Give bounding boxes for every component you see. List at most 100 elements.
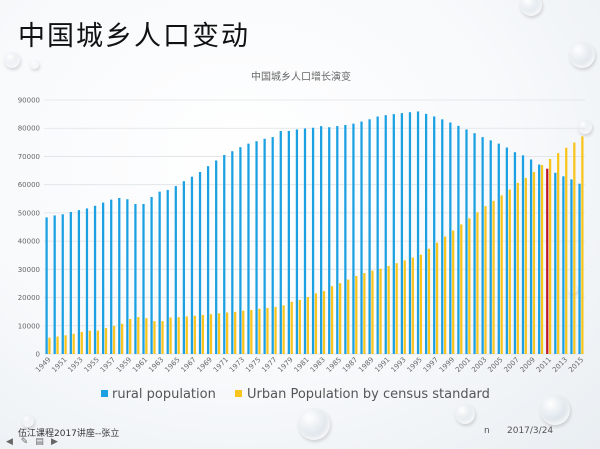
y-tick-label: 10000 [18, 322, 40, 330]
water-droplet [4, 52, 20, 68]
x-tick-label: 1995 [406, 356, 424, 374]
rural-bar [489, 140, 492, 354]
urban-bar [339, 283, 342, 354]
urban-bar [314, 293, 318, 354]
rural-bar [578, 183, 581, 354]
urban-bar [274, 306, 277, 354]
rural-bar [529, 159, 533, 354]
legend-rural-swatch [101, 390, 108, 397]
rural-bar [255, 141, 258, 354]
urban-bar [193, 315, 196, 354]
y-tick-label: 60000 [18, 181, 40, 189]
rural-bar [77, 210, 81, 354]
rural-bar [570, 179, 573, 354]
x-tick-label: 1957 [99, 356, 117, 374]
pen-tool-button[interactable]: ✎ [20, 437, 29, 447]
rural-bar [231, 151, 234, 354]
rural-bar [61, 214, 64, 354]
next-slide-button[interactable]: ▶ [51, 437, 58, 447]
urban-bar [298, 299, 301, 354]
x-tick-label: 1961 [131, 356, 149, 374]
x-tick-label: 1997 [422, 356, 440, 374]
rural-bar [101, 202, 105, 354]
x-tick-label: 1975 [244, 356, 262, 374]
urban-bar [161, 321, 164, 354]
urban-bar [443, 236, 447, 354]
rural-bar [263, 138, 266, 354]
rural-bar [271, 137, 274, 354]
x-tick-label: 1979 [276, 356, 294, 374]
urban-bar [395, 263, 398, 354]
urban-bar [225, 312, 229, 354]
rural-bar [279, 131, 282, 354]
legend-rural-label: rural population [112, 387, 216, 402]
rural-bar [538, 164, 541, 354]
urban-bar [435, 242, 439, 354]
urban-bar [492, 200, 495, 354]
x-tick-label: 1955 [83, 356, 101, 374]
previous-slide-button[interactable]: ◀ [6, 437, 13, 447]
urban-bar [72, 333, 75, 354]
x-tick-label: 1959 [115, 356, 133, 374]
urban-bar [516, 182, 519, 354]
rural-bar [344, 125, 347, 354]
urban-bar [96, 330, 100, 354]
rural-bar [433, 116, 436, 354]
x-tick-label: 1991 [373, 356, 391, 374]
rural-bar [166, 189, 169, 354]
urban-bar [104, 328, 108, 354]
urban-bar [153, 321, 156, 354]
urban-bar [242, 310, 245, 354]
rural-bar [328, 127, 331, 354]
x-tick-label: 1993 [389, 356, 407, 374]
urban-bar [80, 331, 83, 354]
x-tick-label: 1951 [50, 356, 68, 374]
rural-bar [392, 114, 395, 354]
rural-bar [45, 217, 48, 354]
rural-bar [142, 203, 145, 354]
x-tick-label: 1963 [147, 356, 165, 374]
x-axis-ticks: 1949195119531955195719591961196319651967… [34, 356, 585, 374]
rural-bar [223, 154, 226, 354]
rural-bar [118, 198, 121, 354]
rural-bar [449, 122, 452, 354]
chart-gridlines [44, 99, 585, 355]
urban-bar [48, 337, 51, 354]
urban-bar [306, 297, 309, 354]
y-axis-ticks: 0 10000 20000 30000 40000 50000 60000 70000 8000… [18, 97, 40, 359]
urban-bar [573, 142, 576, 354]
urban-bar [532, 171, 536, 354]
urban-bar [419, 254, 423, 354]
y-tick-label: 90000 [18, 97, 40, 105]
slide-menu-button[interactable]: ▤ [35, 437, 44, 447]
rural-bar [481, 137, 484, 354]
x-tick-label: 2007 [503, 356, 521, 374]
urban-bar [129, 319, 132, 354]
rural-bar [85, 208, 89, 354]
rural-bar [376, 116, 379, 354]
urban-bar [201, 314, 205, 354]
rural-bar [416, 111, 420, 354]
urban-bar [500, 195, 503, 354]
urban-bar [540, 164, 544, 354]
rural-bar [174, 186, 177, 354]
urban-bar [476, 212, 479, 354]
urban-bar [177, 317, 180, 354]
rural-bar [150, 196, 153, 354]
rural-bar [239, 147, 242, 354]
urban-bar [379, 268, 382, 354]
urban-bar [581, 136, 584, 354]
urban-bar [452, 230, 455, 354]
rural-bar [408, 112, 412, 354]
rural-bar [182, 181, 186, 354]
rural-bar [400, 113, 404, 355]
y-tick-label: 40000 [18, 238, 40, 246]
urban-bar [266, 307, 269, 354]
rural-bar [190, 176, 194, 354]
rural-bar [505, 147, 508, 354]
rural-bar [546, 168, 549, 354]
rural-bar [320, 126, 323, 354]
urban-bar [548, 159, 552, 354]
x-tick-label: 1967 [180, 356, 198, 374]
urban-bar [387, 265, 390, 354]
